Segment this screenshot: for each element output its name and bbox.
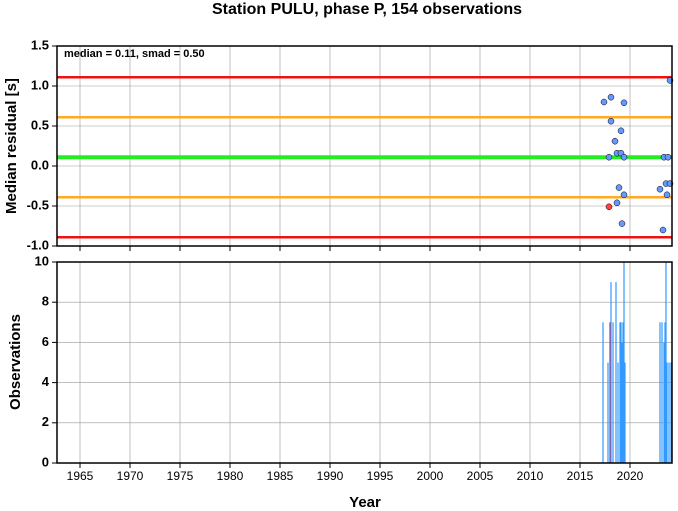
plot-frame <box>56 45 673 247</box>
x-tick-label: 2015 <box>567 469 594 483</box>
point <box>615 184 623 191</box>
bar <box>665 262 667 463</box>
bar <box>663 342 665 463</box>
bar <box>666 362 668 463</box>
y-tick-label: 4 <box>42 374 50 389</box>
bar <box>621 342 623 463</box>
bar <box>664 322 666 463</box>
x-tick-label: 1980 <box>217 469 244 483</box>
bar <box>620 322 622 463</box>
y-tick-label: -1.0 <box>27 237 49 252</box>
point <box>663 191 671 199</box>
y-tick-label: 0 <box>42 454 49 469</box>
bar <box>619 322 621 463</box>
point <box>605 203 613 211</box>
point <box>605 153 613 161</box>
bar <box>659 322 661 463</box>
bar <box>602 322 604 463</box>
point <box>659 226 667 234</box>
point <box>613 199 621 207</box>
point <box>600 98 608 106</box>
x-tick-label: 1995 <box>367 469 394 483</box>
point <box>664 153 672 161</box>
x-tick-label: 1985 <box>267 469 294 483</box>
point <box>620 99 628 107</box>
annotation: median = 0.11, smad = 0.50 <box>64 48 205 60</box>
chart-title: Station PULU, phase P, 154 observations <box>212 1 522 18</box>
plot-frame <box>56 261 673 464</box>
point <box>607 117 615 125</box>
y-tick-label: 2 <box>42 414 49 429</box>
y-tick-label: 6 <box>42 334 49 349</box>
bar <box>623 262 625 463</box>
x-tick-label: 2000 <box>417 469 444 483</box>
x-tick-label: 2020 <box>617 469 644 483</box>
bar <box>624 362 626 463</box>
bar <box>622 322 624 463</box>
bar <box>670 362 672 463</box>
bar <box>668 362 670 463</box>
bar <box>661 322 663 463</box>
x-tick-label: 1975 <box>167 469 194 483</box>
point <box>656 185 664 193</box>
bar <box>609 322 611 463</box>
point <box>611 137 619 145</box>
x-tick-label: 1970 <box>117 469 144 483</box>
bar <box>610 282 612 463</box>
y-tick-label: 0.5 <box>31 117 49 132</box>
y-tick-label: 1.5 <box>31 37 49 52</box>
point <box>617 127 625 135</box>
point <box>607 93 615 101</box>
y-tick-label: 8 <box>42 294 49 309</box>
y-axis-label: Observations <box>7 314 24 410</box>
bar <box>617 362 619 463</box>
x-tick-label: 1990 <box>317 469 344 483</box>
y-tick-label: -0.5 <box>27 197 49 212</box>
x-tick-label: 2010 <box>517 469 544 483</box>
y-axis-label: Median residual [s] <box>3 78 20 214</box>
point <box>620 153 628 161</box>
y-tick-label: 10 <box>35 253 49 268</box>
y-tick-label: 0.0 <box>31 157 49 172</box>
point <box>620 191 628 199</box>
x-axis-label: Year <box>349 494 381 511</box>
bar <box>607 362 609 463</box>
bar <box>615 282 617 463</box>
bar <box>612 322 614 463</box>
x-tick-label: 2005 <box>467 469 494 483</box>
point <box>618 220 626 227</box>
x-tick-label: 1965 <box>67 469 94 483</box>
y-tick-label: 1.0 <box>31 77 49 92</box>
